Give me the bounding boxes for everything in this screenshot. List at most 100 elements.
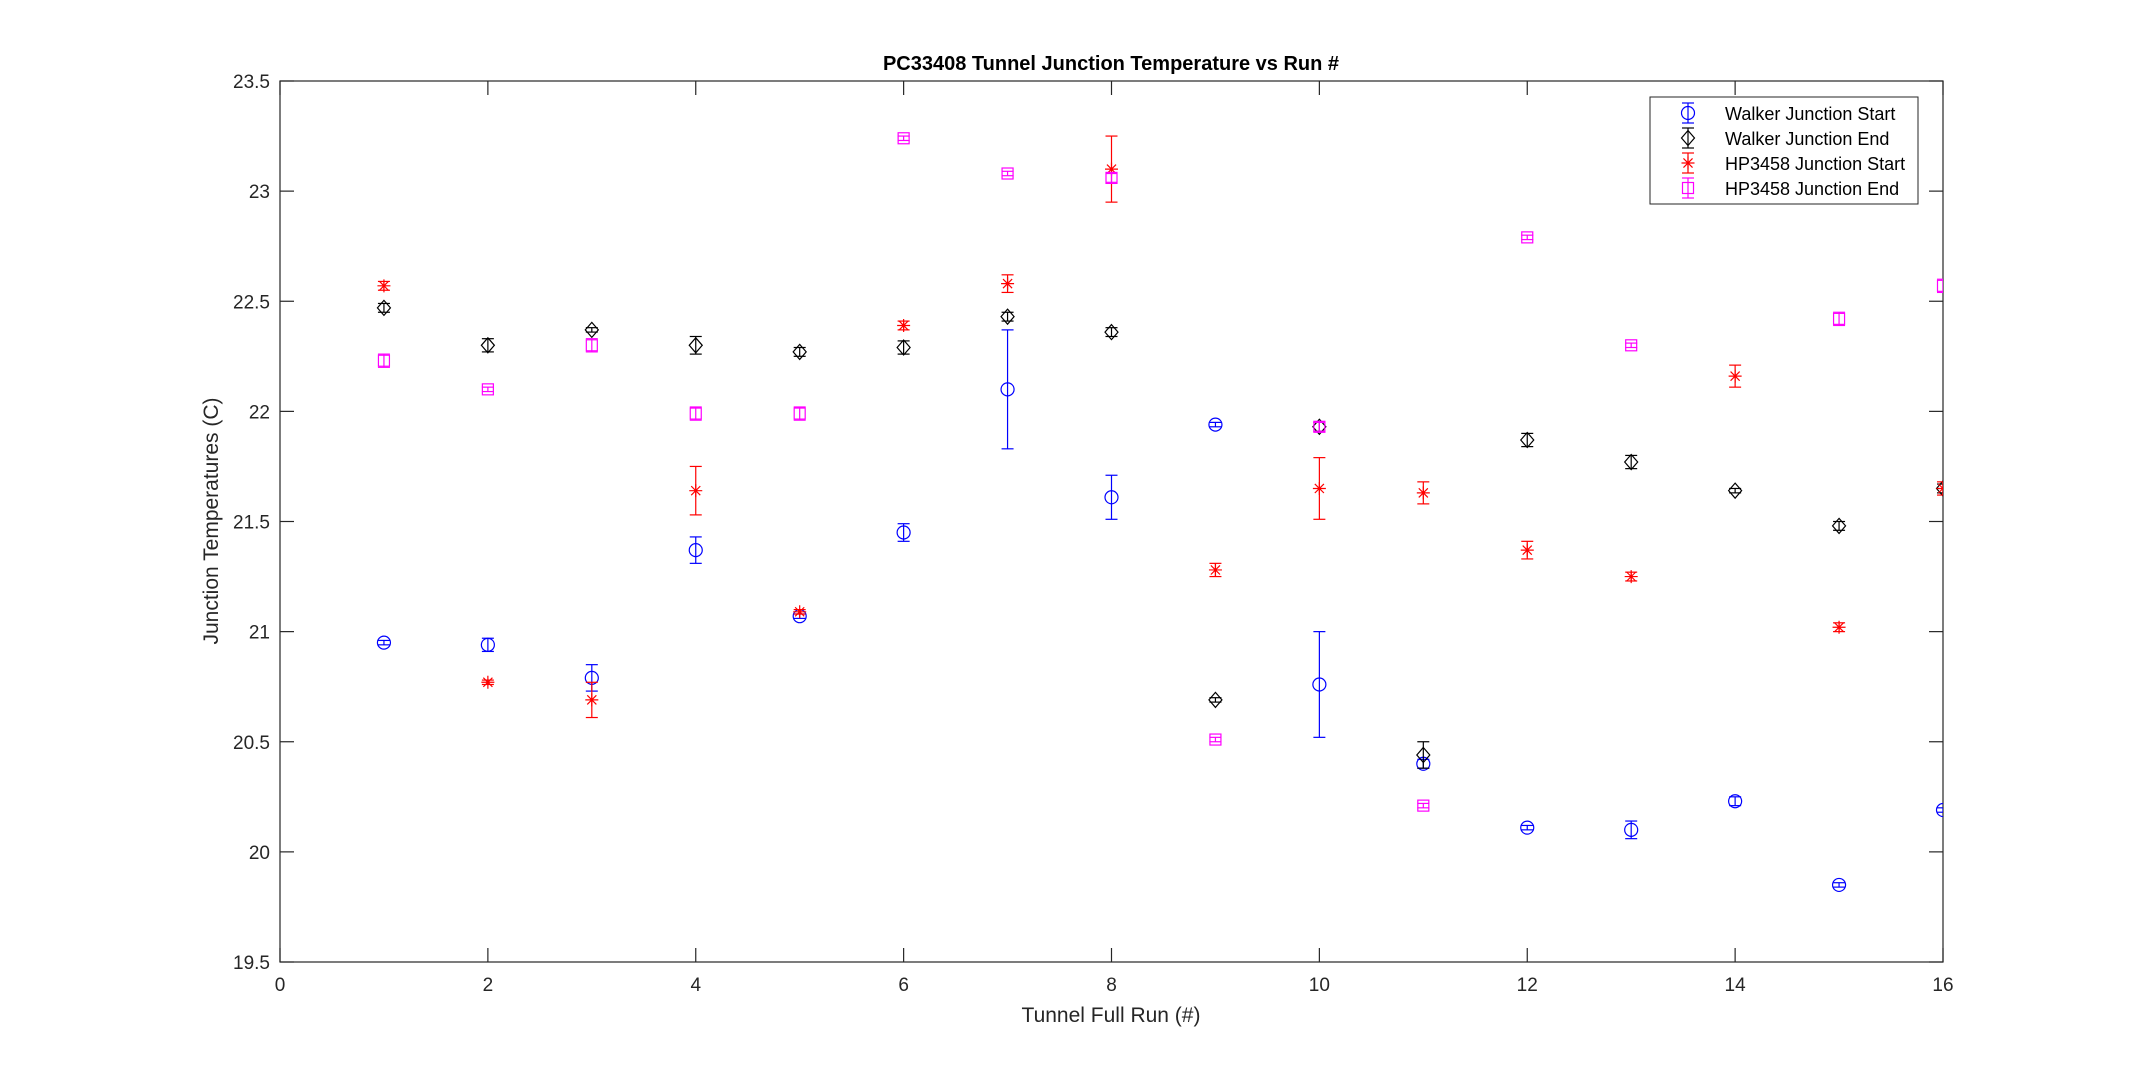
data-point bbox=[1312, 457, 1326, 520]
data-point bbox=[897, 132, 910, 145]
marker-square bbox=[1936, 279, 1943, 292]
data-point bbox=[1208, 562, 1222, 578]
marker-diamond bbox=[1000, 308, 1015, 326]
legend-label: Walker Junction Start bbox=[1725, 104, 1895, 124]
legend-label: Walker Junction End bbox=[1725, 129, 1889, 149]
data-point bbox=[1208, 691, 1223, 709]
marker-asterisk bbox=[585, 693, 599, 707]
marker-asterisk bbox=[1312, 481, 1326, 495]
marker-diamond bbox=[1519, 431, 1535, 449]
x-tick-label: 10 bbox=[1309, 975, 1330, 996]
marker-circle bbox=[1935, 802, 1943, 818]
data-point bbox=[584, 321, 600, 339]
marker-circle bbox=[1208, 417, 1223, 432]
marker-square bbox=[1313, 420, 1326, 433]
data-point bbox=[793, 406, 806, 421]
data-point bbox=[1520, 540, 1534, 560]
data-point bbox=[1001, 167, 1014, 180]
data-point bbox=[1520, 820, 1535, 835]
marker-circle bbox=[1104, 490, 1119, 505]
legend-item: HP3458 Junction Start bbox=[1681, 152, 1905, 174]
marker-square bbox=[689, 407, 702, 420]
marker-asterisk bbox=[897, 318, 911, 332]
x-tick-label: 6 bbox=[898, 975, 909, 996]
data-point bbox=[1209, 733, 1222, 746]
marker-circle bbox=[896, 525, 911, 540]
data-point bbox=[377, 353, 391, 368]
marker-square bbox=[1001, 167, 1014, 180]
marker-diamond bbox=[1208, 691, 1223, 709]
data-point bbox=[688, 536, 703, 564]
data-point bbox=[1000, 308, 1015, 326]
data-point bbox=[1312, 631, 1327, 738]
marker-circle bbox=[688, 543, 703, 558]
data-point bbox=[896, 339, 911, 356]
data-point bbox=[1105, 135, 1118, 203]
marker-square bbox=[1105, 171, 1118, 185]
x-tick-label: 0 bbox=[275, 975, 286, 996]
data-point bbox=[1625, 339, 1638, 352]
data-point bbox=[1623, 453, 1639, 471]
x-tick-label: 2 bbox=[483, 975, 494, 996]
data-point bbox=[1936, 278, 1943, 294]
series-walker-junction-end bbox=[376, 299, 1943, 769]
axis-ticks: 0 2 4 6 8 10 12 14 16 19.5 20 20.5 21 21.5 22 22.5 23 23.… bbox=[233, 72, 1954, 996]
series-hp3458-junction-start bbox=[377, 135, 1943, 719]
series-hp3458-junction-end bbox=[377, 132, 1943, 812]
data-point bbox=[1831, 877, 1847, 893]
data-point bbox=[480, 637, 495, 653]
legend-item: Walker Junction Start bbox=[1680, 102, 1895, 124]
marker-diamond bbox=[1312, 418, 1327, 436]
data-point bbox=[1936, 481, 1943, 496]
data-point bbox=[792, 343, 807, 361]
marker-diamond bbox=[1831, 517, 1847, 535]
legend-marker-square bbox=[1681, 181, 1695, 195]
marker-asterisk bbox=[1936, 481, 1943, 495]
legend-label: HP3458 Junction End bbox=[1725, 179, 1899, 199]
marker-square bbox=[1417, 799, 1430, 812]
data-point bbox=[1521, 231, 1534, 244]
data-point bbox=[376, 299, 392, 317]
marker-circle bbox=[1831, 877, 1847, 893]
data-point bbox=[1417, 799, 1430, 812]
data-point bbox=[897, 318, 911, 332]
y-tick-label: 23 bbox=[249, 182, 270, 203]
data-point bbox=[689, 465, 703, 516]
marker-square bbox=[377, 354, 391, 367]
x-tick-label: 16 bbox=[1932, 975, 1953, 996]
y-tick-label: 21 bbox=[249, 623, 270, 644]
marker-asterisk bbox=[1001, 277, 1015, 291]
data-point bbox=[1000, 329, 1015, 450]
y-axis-label: Junction Temperatures (C) bbox=[200, 397, 223, 644]
marker-diamond bbox=[584, 321, 600, 339]
marker-asterisk bbox=[377, 279, 391, 293]
data-point bbox=[1519, 431, 1535, 449]
data-point bbox=[481, 383, 494, 396]
x-tick-label: 14 bbox=[1725, 975, 1747, 996]
marker-diamond bbox=[1727, 482, 1743, 500]
marker-diamond bbox=[792, 343, 807, 361]
y-tick-label: 22 bbox=[249, 402, 270, 423]
data-point bbox=[793, 605, 807, 619]
marker-diamond bbox=[1935, 480, 1943, 497]
marker-asterisk bbox=[1416, 486, 1430, 500]
marker-square bbox=[1832, 312, 1846, 325]
data-point bbox=[1624, 570, 1638, 584]
marker-asterisk bbox=[1832, 620, 1846, 634]
x-tick-label: 12 bbox=[1517, 975, 1538, 996]
y-tick-label: 20 bbox=[249, 843, 270, 864]
marker-asterisk bbox=[1520, 543, 1534, 557]
marker-asterisk bbox=[1105, 162, 1118, 176]
marker-square bbox=[897, 132, 910, 145]
data-point bbox=[1313, 420, 1326, 433]
marker-square bbox=[1625, 339, 1638, 352]
data-point bbox=[688, 335, 704, 355]
marker-circle bbox=[1312, 677, 1327, 692]
data-marks bbox=[376, 132, 1943, 893]
data-point bbox=[481, 675, 495, 689]
marker-square bbox=[793, 407, 806, 420]
marker-circle bbox=[1000, 382, 1015, 397]
legend-item: Walker Junction End bbox=[1680, 127, 1889, 149]
data-point bbox=[896, 523, 911, 542]
